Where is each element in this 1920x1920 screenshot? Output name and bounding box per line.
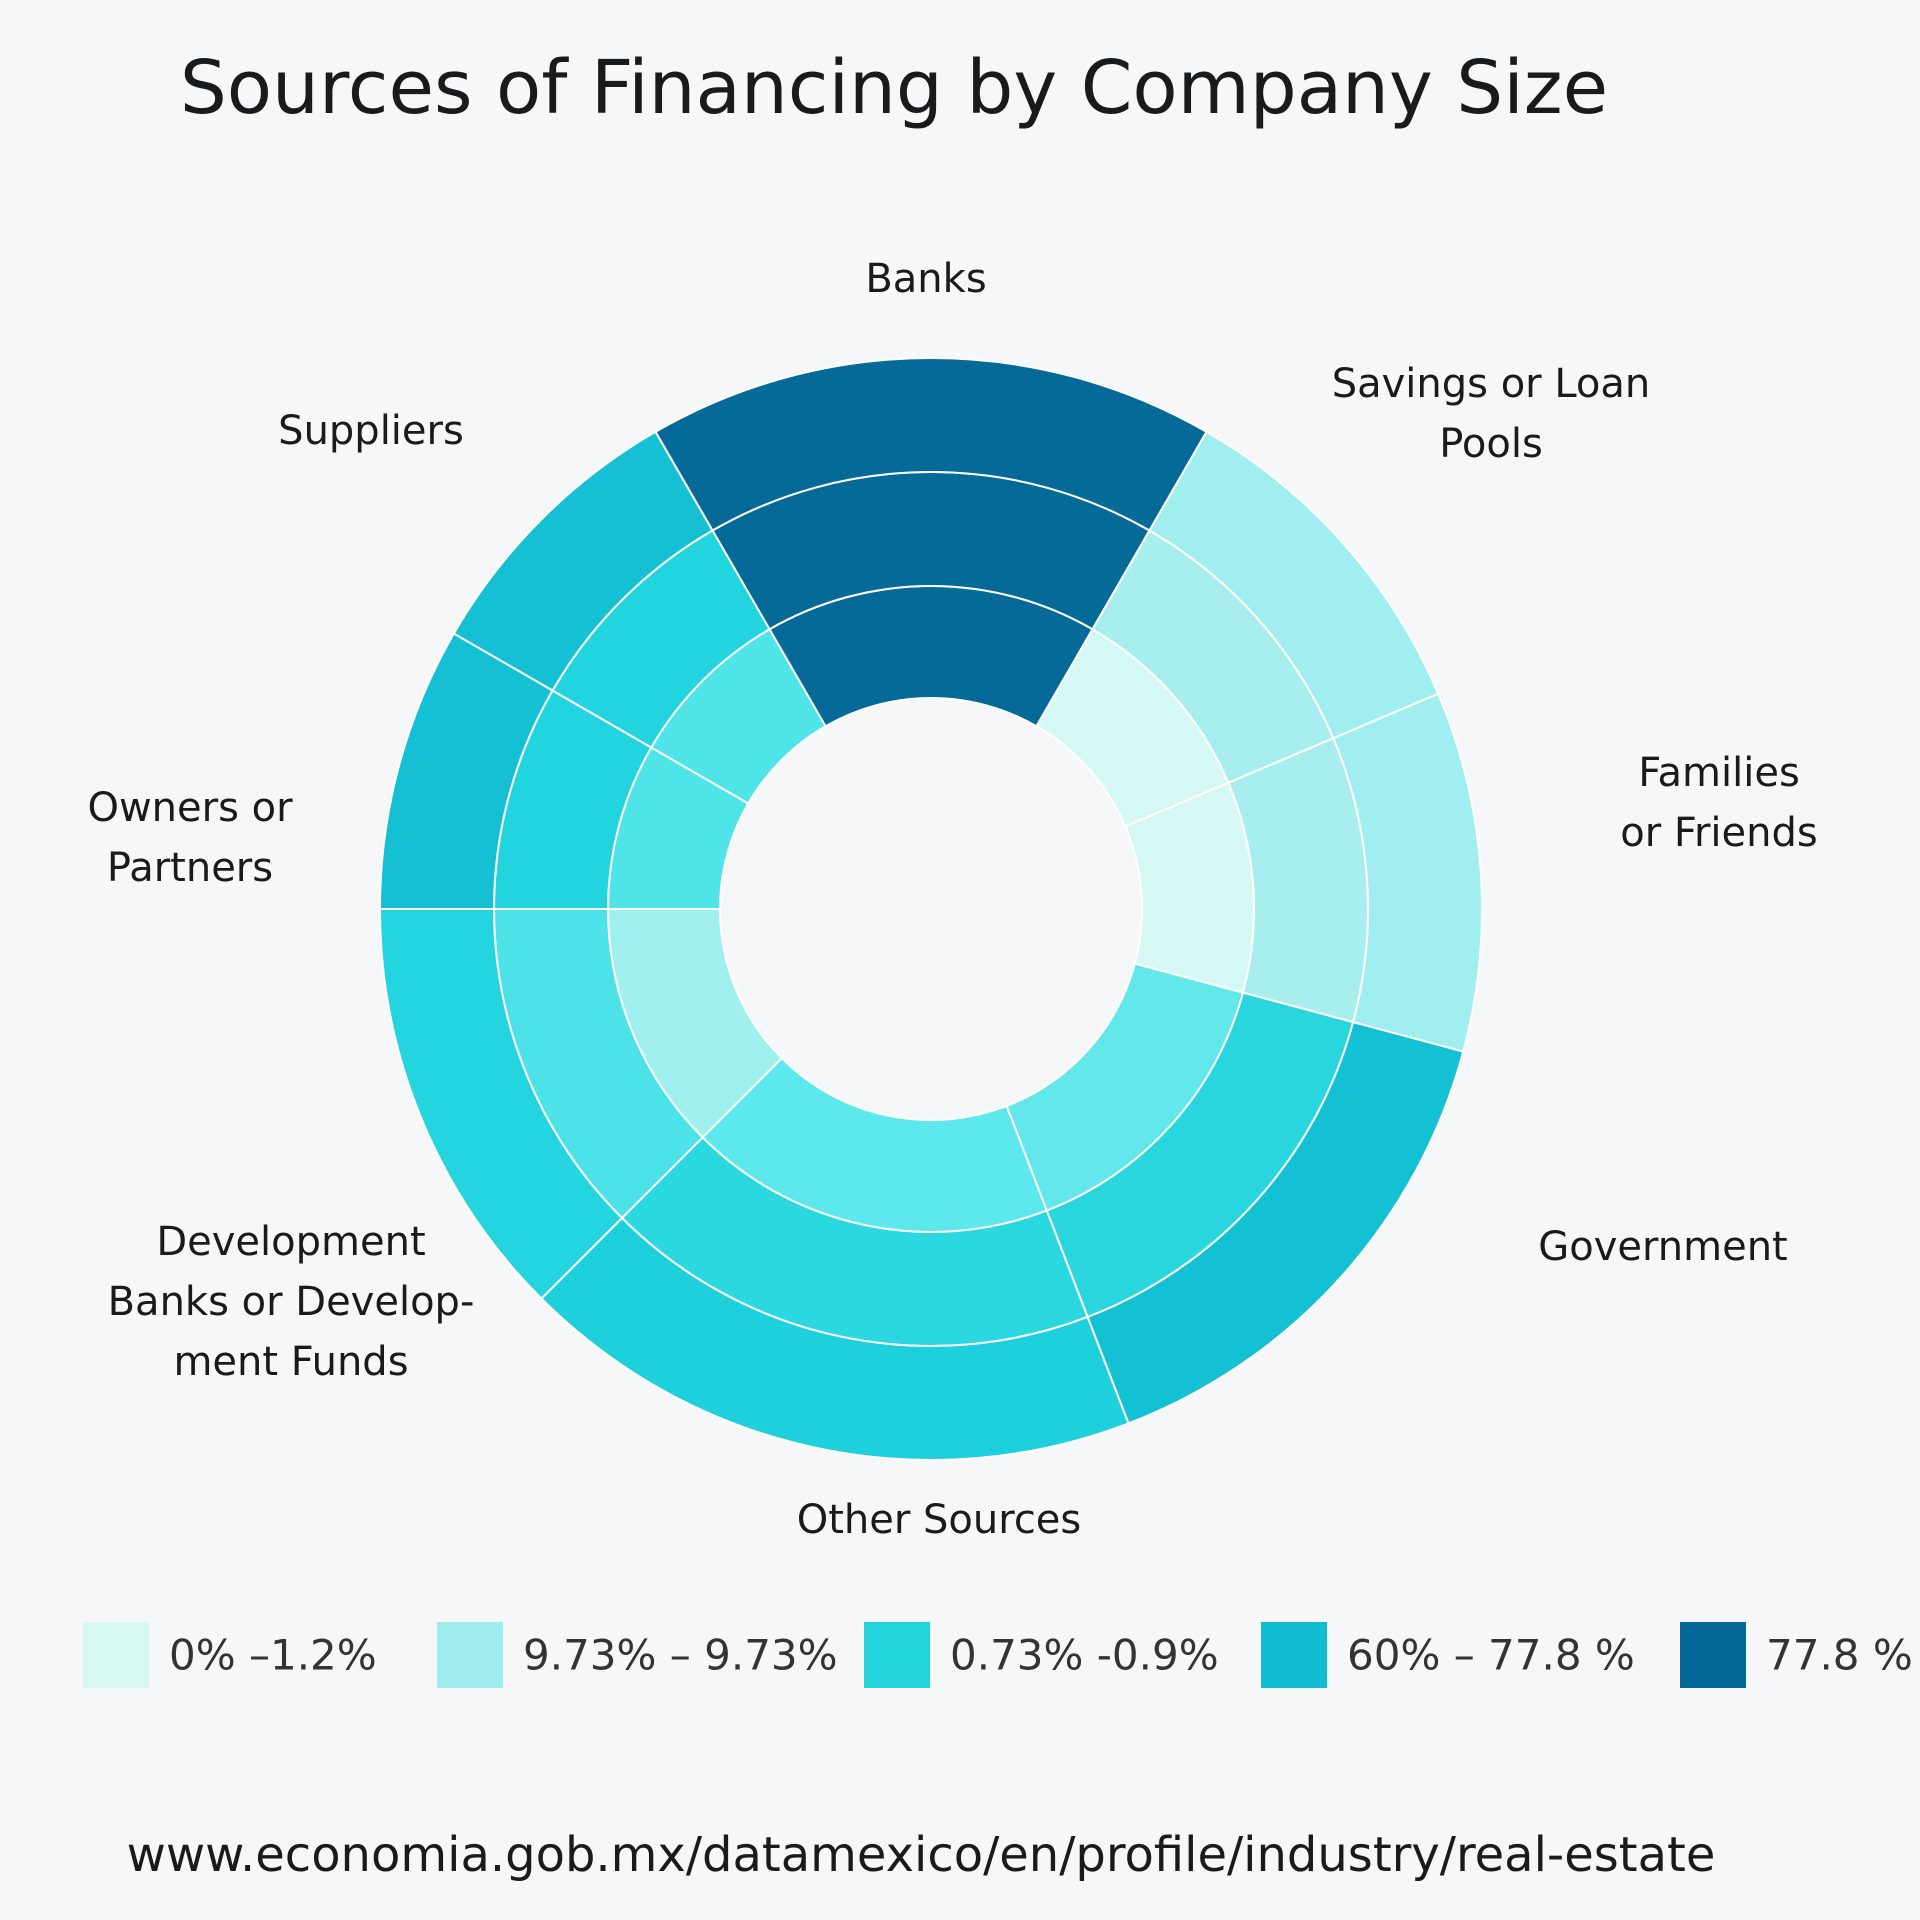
category-label: Banks [865,256,987,302]
category-label: Owners or Partners [87,785,293,891]
legend-label: 0% –1.2% [169,1630,377,1680]
category-label: Other Sources [796,1497,1082,1543]
category-label: Suppliers [278,408,464,454]
legend-swatch [437,1622,503,1688]
legend-label: 77.8 % [1766,1630,1913,1680]
category-label: Development Banks or Develop- ment Funds [107,1219,475,1385]
legend-swatch [1261,1622,1327,1688]
legend-label: 60% – 77.8 % [1347,1630,1635,1680]
category-label: Savings or Loan Pools [1331,361,1651,467]
legend-label: 0.73% -0.9% [950,1630,1219,1680]
legend-swatch [864,1622,930,1688]
legend-label: 9.73% – 9.73% [523,1630,838,1680]
chart-title: Sources of Financing by Company Size [179,45,1609,131]
category-label: Families or Friends [1620,750,1818,856]
category-label: Government [1538,1224,1788,1270]
legend-swatch [83,1622,149,1688]
source-url: www.economia.gob.mx/datamexico/en/profil… [126,1827,1716,1883]
sector-segment [452,430,714,692]
legend-swatch [1680,1622,1746,1688]
